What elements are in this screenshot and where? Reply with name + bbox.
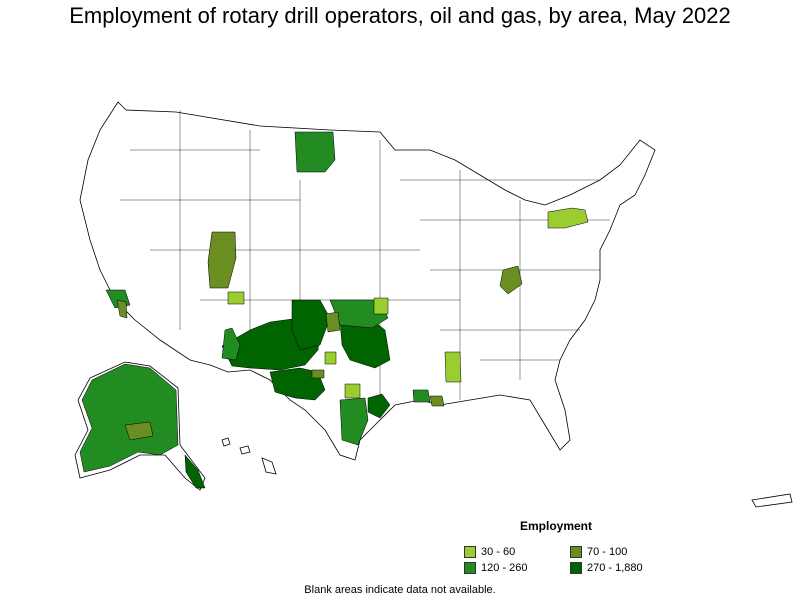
legend-swatch-1 xyxy=(464,546,476,558)
us-area-map xyxy=(74,101,793,508)
area-west-texas-south xyxy=(269,367,326,401)
area-louisiana-east xyxy=(429,395,445,407)
legend-item-1: 30 - 60 xyxy=(464,546,515,558)
area-texas-small xyxy=(311,369,325,379)
hawaii-outline xyxy=(221,437,277,475)
area-new-mexico xyxy=(221,327,241,361)
legend-title: Employment xyxy=(520,519,593,533)
puerto-rico-outline xyxy=(751,493,793,508)
area-utah-west xyxy=(207,231,237,289)
legend-item-4: 270 - 1,880 xyxy=(570,562,643,574)
area-oklahoma-central xyxy=(291,299,331,351)
legend-item-3: 120 - 260 xyxy=(464,562,527,574)
contiguous-us-outline xyxy=(79,101,656,461)
legend-swatch-4 xyxy=(570,562,582,574)
legend-swatch-2 xyxy=(570,546,582,558)
area-alaska xyxy=(79,363,179,473)
area-west-virginia xyxy=(499,265,523,295)
area-pennsylvania xyxy=(547,207,589,229)
area-mississippi xyxy=(444,351,462,383)
footnote: Blank areas indicate data not available. xyxy=(304,584,496,596)
area-texas-north xyxy=(324,351,337,365)
legend-label-1: 30 - 60 xyxy=(481,546,516,558)
map-title: Employment of rotary drill operators, oi… xyxy=(69,3,731,28)
legend-item-2: 70 - 100 xyxy=(570,546,627,558)
area-south-texas xyxy=(339,397,369,446)
shaded-areas xyxy=(79,131,589,489)
area-oklahoma-west xyxy=(325,311,341,333)
area-texas-central xyxy=(344,383,361,399)
legend-label-4: 270 - 1,880 xyxy=(587,562,643,574)
area-california-coast xyxy=(116,299,128,319)
legend-label-3: 120 - 260 xyxy=(481,562,528,574)
area-colorado-south xyxy=(227,291,245,305)
area-arkansas xyxy=(373,297,389,315)
legend-label-2: 70 - 100 xyxy=(587,546,628,558)
area-louisiana xyxy=(412,389,431,403)
area-alaska-north-slope xyxy=(184,454,206,489)
legend-swatch-3 xyxy=(464,562,476,574)
area-north-dakota xyxy=(294,131,336,173)
area-alaska-southcentral xyxy=(124,421,154,441)
map-base xyxy=(74,101,793,508)
area-houston xyxy=(367,393,391,419)
